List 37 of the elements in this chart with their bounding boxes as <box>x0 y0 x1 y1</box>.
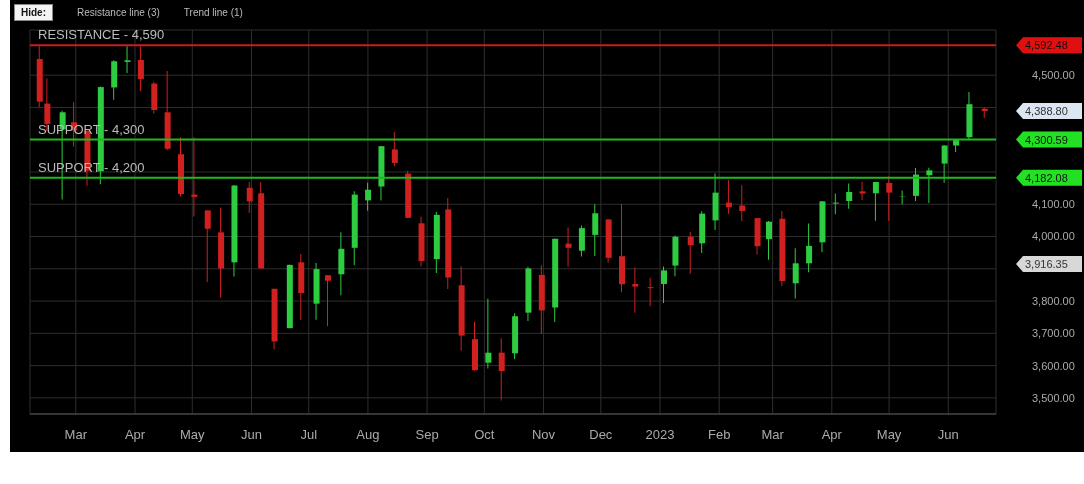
x-tick-label: Jun <box>937 427 959 443</box>
candlestick <box>647 277 654 307</box>
text: 3,916.35 <box>1025 258 1068 270</box>
text: Hide: <box>14 3 53 21</box>
x-tick-label: Feb <box>707 427 731 443</box>
y-tick-label: 3,500.00 <box>1032 391 1075 404</box>
x-tick-label: May <box>876 427 902 443</box>
y-tick-label: 4,000.00 <box>1032 230 1075 243</box>
text: Trend line (1) <box>183 6 243 18</box>
x-tick-label: 2023 <box>645 427 675 443</box>
y-tick-label: 4,100.00 <box>1032 198 1075 211</box>
ref-line-label: 4,592.48 <box>1025 39 1068 52</box>
x-tick-label: Sep <box>415 427 439 443</box>
x-tick-label: Apr <box>124 427 146 443</box>
ref-line-label: 4,182.08 <box>1025 171 1068 184</box>
y-tick-label: 3,800.00 <box>1032 294 1075 307</box>
x-tick-label: Mar <box>64 427 88 443</box>
x-tick-label: Nov <box>531 427 556 443</box>
candlestick <box>124 46 131 73</box>
x-tick-label: Apr <box>821 427 843 443</box>
x-tick-label: Dec <box>589 427 613 443</box>
x-tick-label: May <box>179 427 206 443</box>
y-tick-label: 4,500.00 <box>1032 69 1075 82</box>
candlestick <box>832 193 839 215</box>
text: Resistance line (3) <box>77 6 160 18</box>
candlestick <box>565 227 572 267</box>
x-tick-label: Mar <box>761 427 785 443</box>
x-tick-label: Jun <box>240 427 262 443</box>
y-tick-label: 3,700.00 <box>1032 327 1075 340</box>
x-tick-label: Oct <box>474 427 495 443</box>
x-tick-label: Aug <box>356 427 380 443</box>
candlestick <box>632 267 639 313</box>
ref-line-label: 4,300.59 <box>1025 133 1068 146</box>
y-tick-label: 3,600.00 <box>1032 359 1075 372</box>
x-tick-label: Jul <box>300 427 318 443</box>
text: 4,388.80 <box>1025 105 1068 117</box>
annotation: RESISTANCE - 4,590 <box>38 27 165 43</box>
